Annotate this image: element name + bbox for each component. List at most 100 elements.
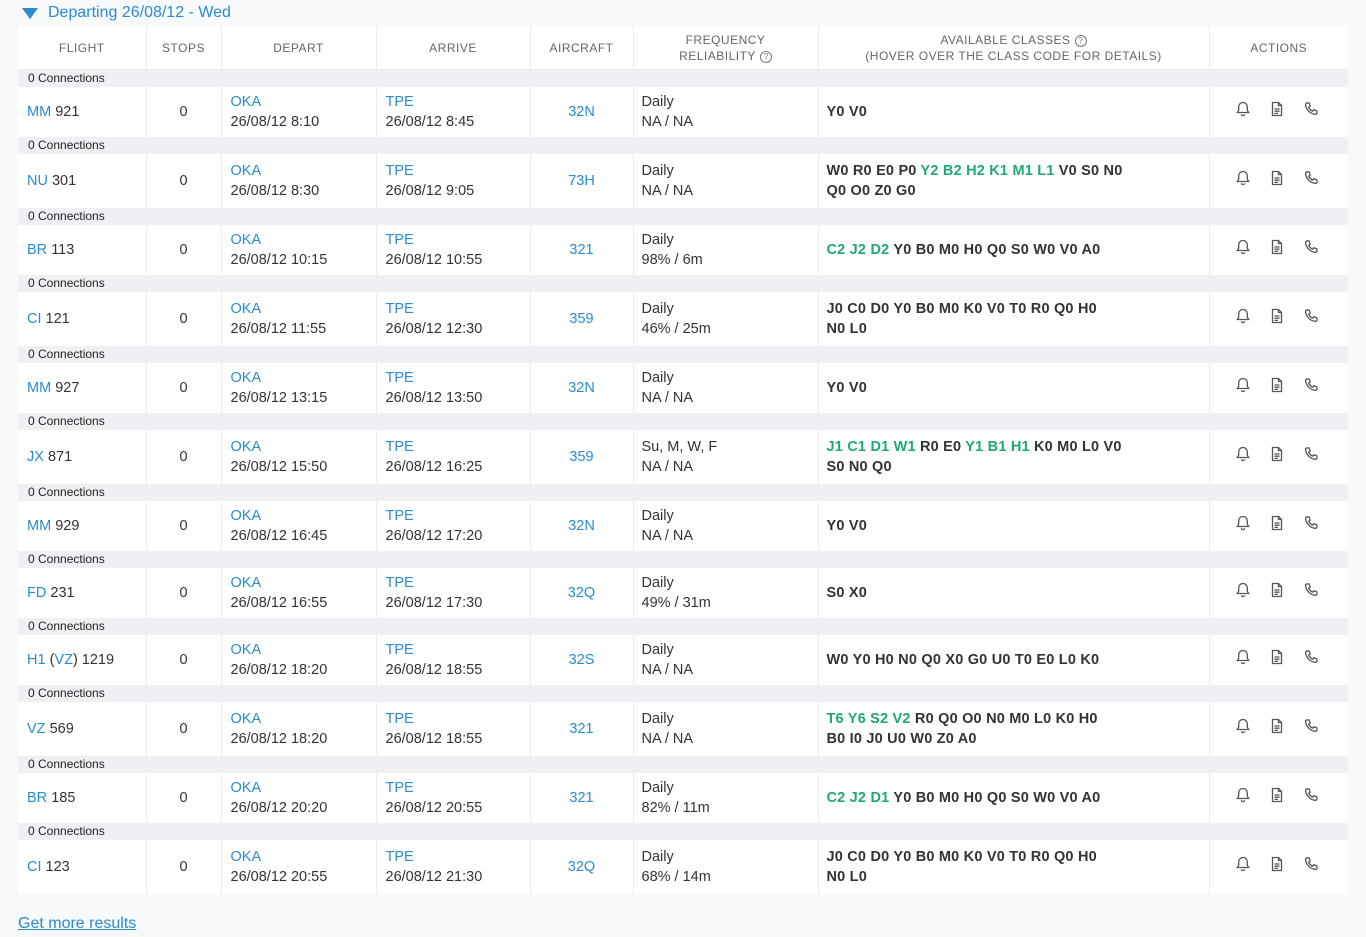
class-code[interactable]: Y0 bbox=[893, 241, 912, 258]
class-code[interactable]: M0 bbox=[1057, 438, 1078, 455]
class-code[interactable]: B0 bbox=[915, 300, 935, 317]
class-code[interactable]: E0 bbox=[876, 162, 895, 179]
aircraft-link[interactable]: 32Q bbox=[567, 584, 596, 601]
bell-icon[interactable] bbox=[1234, 169, 1252, 187]
operating-airline-link[interactable]: VZ bbox=[54, 651, 73, 668]
airline-code-link[interactable]: FD bbox=[27, 584, 47, 601]
document-icon[interactable] bbox=[1268, 581, 1286, 599]
aircraft-link[interactable]: 321 bbox=[569, 789, 594, 806]
arrive-airport-link[interactable]: TPE bbox=[385, 438, 414, 455]
class-code[interactable]: Q0 bbox=[938, 710, 958, 727]
class-code[interactable]: N0 bbox=[986, 710, 1005, 727]
aircraft-link[interactable]: 32N bbox=[568, 103, 595, 120]
class-code[interactable]: V0 bbox=[848, 103, 868, 120]
class-code[interactable]: D0 bbox=[870, 848, 890, 865]
class-code[interactable]: O0 bbox=[850, 183, 871, 199]
document-icon[interactable] bbox=[1268, 376, 1286, 394]
class-code[interactable]: Y0 bbox=[893, 789, 912, 806]
airline-code-link[interactable]: VZ bbox=[27, 720, 46, 737]
airline-code-link[interactable]: MM bbox=[27, 103, 52, 120]
class-code[interactable]: R0 bbox=[852, 162, 872, 179]
document-icon[interactable] bbox=[1268, 514, 1286, 532]
class-code[interactable]: L1 bbox=[1037, 162, 1055, 179]
class-code[interactable]: J0 bbox=[826, 300, 844, 317]
class-code[interactable]: L0 bbox=[849, 321, 867, 337]
depart-airport-link[interactable]: OKA bbox=[230, 438, 262, 455]
class-code[interactable]: N0 bbox=[898, 651, 918, 668]
class-code[interactable]: I0 bbox=[849, 731, 863, 747]
arrive-airport-link[interactable]: TPE bbox=[385, 641, 414, 658]
class-code[interactable]: W0 bbox=[826, 651, 849, 668]
airline-code-link[interactable]: JX bbox=[27, 448, 44, 465]
depart-airport-link[interactable]: OKA bbox=[230, 641, 262, 658]
class-code[interactable]: V0 bbox=[1058, 162, 1077, 179]
class-code[interactable]: Q0 bbox=[826, 183, 847, 199]
class-code[interactable]: M0 bbox=[938, 789, 960, 806]
class-code[interactable]: W0 bbox=[1033, 789, 1056, 806]
class-code[interactable]: S0 bbox=[1081, 162, 1100, 179]
class-code[interactable]: E0 bbox=[1036, 651, 1055, 668]
class-code[interactable]: J0 bbox=[866, 731, 883, 747]
phone-icon[interactable] bbox=[1302, 307, 1320, 325]
phone-icon[interactable] bbox=[1302, 514, 1320, 532]
help-icon[interactable]: ? bbox=[1074, 34, 1087, 47]
class-code[interactable]: Q0 bbox=[986, 789, 1007, 806]
class-code[interactable]: Q0 bbox=[986, 241, 1007, 258]
phone-icon[interactable] bbox=[1302, 581, 1320, 599]
class-code[interactable]: M0 bbox=[1009, 710, 1030, 727]
class-code[interactable]: K0 bbox=[1055, 710, 1075, 727]
class-code[interactable]: H0 bbox=[1077, 848, 1097, 865]
class-code[interactable]: J2 bbox=[849, 789, 867, 806]
bell-icon[interactable] bbox=[1234, 376, 1252, 394]
class-code[interactable]: T0 bbox=[1014, 651, 1033, 668]
class-code[interactable]: H0 bbox=[1077, 300, 1097, 317]
class-code[interactable]: Z0 bbox=[936, 731, 955, 747]
class-code[interactable]: V0 bbox=[848, 379, 868, 396]
class-code[interactable]: H1 bbox=[1010, 438, 1030, 455]
class-code[interactable]: K0 bbox=[1034, 438, 1053, 455]
depart-airport-link[interactable]: OKA bbox=[230, 507, 262, 524]
airline-code-link[interactable]: CI bbox=[27, 858, 42, 875]
class-code[interactable]: K1 bbox=[989, 162, 1009, 179]
class-code[interactable]: B0 bbox=[826, 731, 846, 747]
arrive-airport-link[interactable]: TPE bbox=[385, 779, 414, 796]
airline-code-link[interactable]: H1 bbox=[27, 651, 46, 668]
class-code[interactable]: V0 bbox=[1059, 789, 1078, 806]
arrive-airport-link[interactable]: TPE bbox=[385, 574, 414, 591]
phone-icon[interactable] bbox=[1302, 169, 1320, 187]
class-code[interactable]: J1 bbox=[826, 438, 844, 455]
class-code[interactable]: V0 bbox=[1059, 241, 1078, 258]
class-code[interactable]: Q0 bbox=[1053, 848, 1074, 865]
class-code[interactable]: T0 bbox=[1009, 848, 1027, 865]
phone-icon[interactable] bbox=[1302, 376, 1320, 394]
document-icon[interactable] bbox=[1268, 169, 1286, 187]
document-icon[interactable] bbox=[1268, 445, 1286, 463]
class-code[interactable]: P0 bbox=[898, 162, 917, 179]
depart-airport-link[interactable]: OKA bbox=[230, 162, 262, 179]
class-code[interactable]: S0 bbox=[1010, 789, 1029, 806]
class-code[interactable]: D1 bbox=[870, 789, 890, 806]
aircraft-link[interactable]: 321 bbox=[569, 241, 594, 258]
class-code[interactable]: K0 bbox=[1080, 651, 1100, 668]
aircraft-link[interactable]: 321 bbox=[569, 720, 594, 737]
bell-icon[interactable] bbox=[1234, 786, 1252, 804]
aircraft-link[interactable]: 359 bbox=[569, 310, 594, 327]
arrive-airport-link[interactable]: TPE bbox=[385, 231, 414, 248]
class-code[interactable]: B0 bbox=[915, 789, 935, 806]
bell-icon[interactable] bbox=[1234, 514, 1252, 532]
phone-icon[interactable] bbox=[1302, 648, 1320, 666]
class-code[interactable]: B2 bbox=[942, 162, 962, 179]
phone-icon[interactable] bbox=[1302, 100, 1320, 118]
class-code[interactable]: R0 bbox=[1030, 300, 1050, 317]
airline-code-link[interactable]: NU bbox=[27, 172, 48, 189]
class-code[interactable]: C2 bbox=[826, 241, 846, 258]
bell-icon[interactable] bbox=[1234, 238, 1252, 256]
document-icon[interactable] bbox=[1268, 648, 1286, 666]
class-code[interactable]: J0 bbox=[826, 848, 844, 865]
class-code[interactable]: A0 bbox=[1081, 789, 1101, 806]
depart-airport-link[interactable]: OKA bbox=[230, 574, 262, 591]
class-code[interactable]: A0 bbox=[1081, 241, 1101, 258]
class-code[interactable]: B0 bbox=[915, 241, 935, 258]
departing-section-toggle[interactable]: Departing 26/08/12 - Wed bbox=[22, 2, 231, 24]
depart-airport-link[interactable]: OKA bbox=[230, 710, 262, 727]
